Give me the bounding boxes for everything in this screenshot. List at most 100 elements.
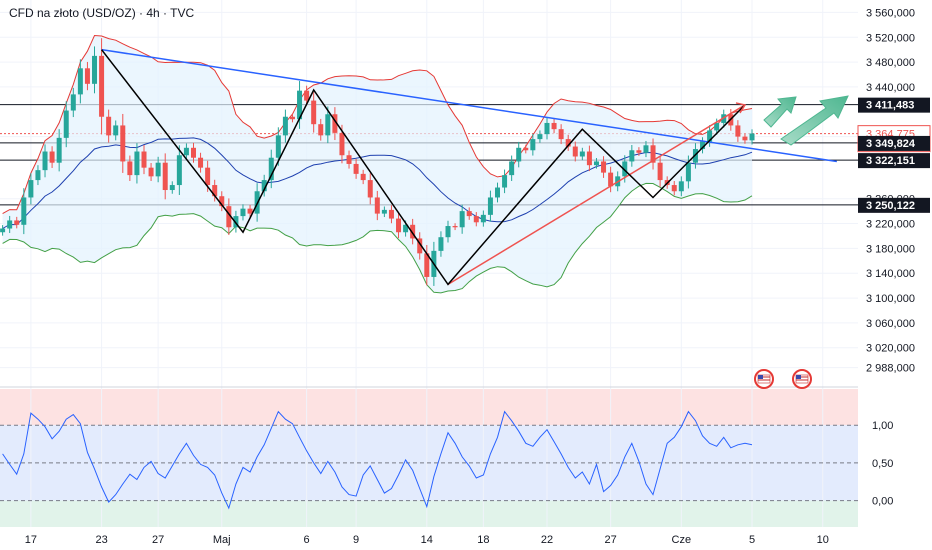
oscillator-panel	[0, 410, 858, 510]
candle-body	[473, 216, 479, 223]
candle-body	[169, 185, 175, 191]
candle-body	[325, 114, 331, 136]
candle-body	[360, 173, 366, 181]
candle-body	[480, 214, 486, 223]
candle-body	[608, 172, 614, 187]
candle-body	[579, 151, 585, 157]
time-tick-label: 10	[817, 534, 829, 546]
candle-body	[438, 237, 444, 251]
candle-body	[155, 162, 161, 177]
candle-body	[742, 136, 748, 141]
candle-body	[21, 197, 27, 225]
zigzag-pattern	[101, 49, 746, 286]
candle-body	[572, 146, 578, 157]
forecast-arrow	[763, 96, 797, 128]
candle-body	[70, 94, 76, 111]
candle-body	[735, 125, 741, 137]
candle-body	[707, 130, 713, 142]
price-tick-label: 3 020,000	[866, 343, 915, 355]
candle-body	[678, 181, 684, 192]
candle-body	[7, 220, 13, 229]
candle-body	[318, 124, 324, 136]
price-label-box	[858, 135, 930, 151]
us-flag-icon[interactable]	[754, 369, 774, 389]
candle-body	[311, 100, 317, 125]
candle-body	[367, 180, 373, 198]
candle-body	[198, 157, 204, 168]
candle-body	[643, 145, 649, 153]
candle-body	[636, 150, 642, 153]
candle-body	[162, 162, 168, 191]
oscillator-line	[2, 410, 753, 510]
time-tick-label: 6	[304, 534, 310, 546]
candle-body	[77, 68, 83, 95]
time-tick-label: 5	[749, 534, 755, 546]
candle-body	[339, 132, 345, 156]
candle-body	[523, 147, 529, 151]
candle-body	[530, 139, 536, 151]
candle-body	[212, 185, 218, 197]
price-tick-label: 3 220,000	[866, 219, 915, 231]
bollinger-bands	[2, 34, 753, 294]
candle-body	[84, 68, 90, 84]
price-label-text: 3 250,122	[866, 200, 915, 212]
candle-body	[671, 185, 677, 192]
candle-body	[601, 161, 607, 173]
time-tick-label: 27	[152, 534, 164, 546]
candle-body	[544, 122, 550, 135]
price-tick-label: 3 140,000	[866, 268, 915, 280]
oversold-zone	[0, 500, 858, 527]
price-tick-label: 3 180,000	[866, 243, 915, 255]
price-tick-label: 3 060,000	[866, 318, 915, 330]
candle-body	[35, 170, 41, 181]
price-label: 3 322,151	[858, 153, 930, 169]
candle-body	[685, 162, 691, 182]
price-label-text: 3 411,483	[866, 100, 914, 112]
candle-body	[466, 211, 472, 217]
price-tick-label: 2 988,000	[866, 363, 915, 375]
price-label-text: 3 322,151	[866, 155, 915, 167]
candle-body	[417, 238, 423, 254]
candle-body	[289, 116, 295, 120]
candle-body	[99, 55, 105, 117]
candle-body	[190, 147, 196, 158]
candle-body	[268, 157, 274, 181]
price-tick-label: 3 100,000	[866, 293, 915, 305]
candle-body	[14, 220, 20, 225]
candle-body	[0, 228, 6, 233]
candle-body	[714, 122, 720, 131]
candle-body	[424, 253, 430, 277]
candle-body	[516, 147, 522, 162]
price-tick-label: 3 440,000	[866, 82, 915, 94]
time-tick-label: 17	[25, 534, 37, 546]
us-flag-icon[interactable]	[792, 369, 812, 389]
arrow-head	[735, 102, 747, 114]
candle-body	[657, 162, 663, 181]
candle-body	[42, 151, 48, 171]
time-tick-label: 9	[353, 534, 359, 546]
time-axis[interactable]: 17 23 27 Maj 6 9 14 18 22 27 Cze 5 10	[25, 534, 829, 546]
price-label-box	[858, 153, 930, 169]
candle-body	[509, 161, 515, 176]
candle-body	[240, 208, 246, 217]
candle-body	[452, 226, 458, 228]
candle-body	[282, 116, 288, 136]
candle-body	[205, 167, 211, 186]
time-tick-label: 14	[421, 534, 433, 546]
forecast-arrows	[763, 95, 849, 146]
candle-body	[396, 218, 402, 233]
price-tick-label: 3 560,000	[866, 7, 915, 19]
time-tick-label: 27	[604, 534, 616, 546]
candle-body	[487, 197, 493, 215]
candle-body	[537, 134, 543, 140]
candle-body	[558, 129, 564, 140]
candle-body	[226, 206, 232, 228]
candle-body	[28, 180, 34, 198]
price-label-text: 3 349,824	[866, 138, 916, 150]
candle-body	[233, 216, 239, 228]
candle-body	[502, 175, 508, 188]
drawings	[101, 48, 837, 286]
candle-body	[374, 197, 380, 214]
